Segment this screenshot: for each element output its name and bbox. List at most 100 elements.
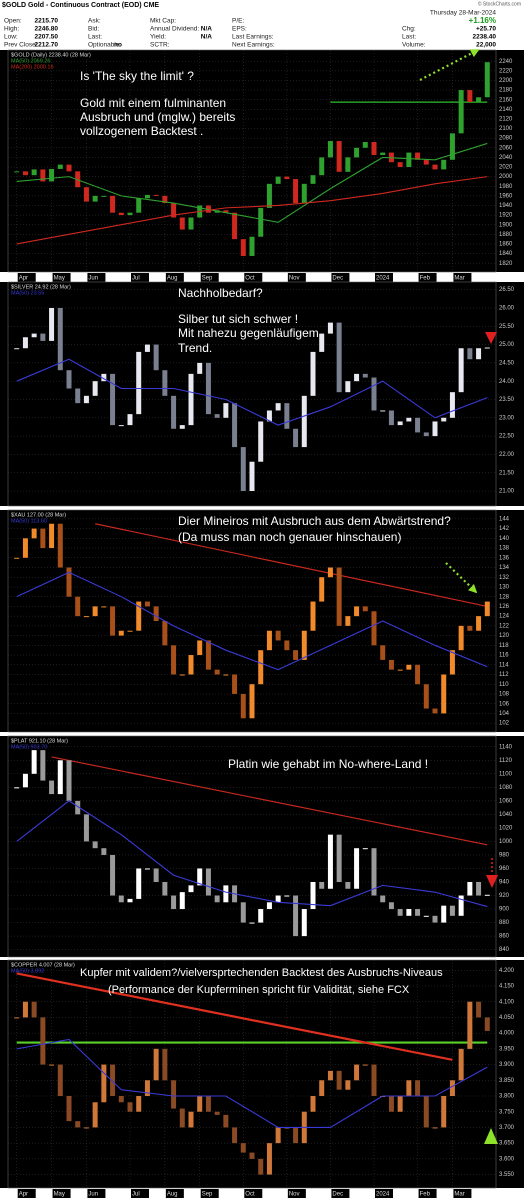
arrow	[484, 1128, 498, 1144]
candle	[432, 421, 438, 437]
candle	[406, 664, 412, 670]
candle	[162, 195, 168, 204]
candle	[66, 370, 72, 389]
y-tick-label: 130	[499, 585, 510, 591]
field-value: 22,000	[476, 42, 496, 49]
y-tick-label: 21.00	[499, 489, 515, 495]
candle	[284, 640, 290, 651]
y-tick-label: 3.650	[499, 1141, 515, 1147]
candle	[232, 674, 238, 694]
y-tick-label: 900	[499, 907, 510, 913]
candle	[136, 351, 142, 415]
candle	[458, 895, 464, 916]
legend-entry: $GOLD (Daily) 2238.40 (28 Mar)	[11, 52, 91, 58]
x-tick-label: Aug	[167, 276, 178, 282]
annotation: Nachholbedarf?	[178, 286, 263, 300]
candle	[354, 1064, 360, 1081]
x-axis-bg	[87, 1189, 106, 1198]
candle	[197, 362, 203, 374]
candle	[449, 392, 455, 418]
y-tick-label: 1000	[499, 839, 513, 845]
candle	[14, 171, 20, 173]
candle	[319, 577, 325, 602]
candle	[266, 183, 272, 208]
candle	[458, 625, 464, 651]
y-tick-label: 980	[499, 853, 510, 859]
y-tick-label: 25.50	[499, 324, 515, 330]
moving-average	[16, 142, 488, 223]
candle	[484, 894, 490, 896]
candle	[110, 854, 116, 896]
candle	[423, 684, 429, 709]
candle	[293, 428, 299, 448]
candle	[336, 834, 342, 882]
annotation: Silber tut sich schwer !	[178, 312, 298, 326]
candle	[406, 909, 412, 916]
candle	[144, 868, 150, 870]
candle	[14, 787, 20, 789]
candle	[301, 909, 307, 937]
field-label: Last:	[88, 34, 102, 41]
annotation: (Da muss man noch genauer hinschauen)	[178, 530, 401, 544]
y-tick-label: 2240	[499, 59, 513, 65]
candle	[57, 164, 63, 169]
y-tick-label: 106	[499, 701, 510, 707]
candle	[40, 750, 46, 781]
moving-average	[16, 176, 488, 245]
y-tick-label: 920	[499, 893, 510, 899]
x-axis-bg	[52, 1189, 71, 1198]
y-tick-label: 1060	[499, 798, 513, 804]
candle	[223, 885, 229, 903]
candle	[293, 179, 299, 204]
field-value: +25.70	[476, 26, 496, 33]
candle	[258, 909, 264, 923]
candle	[310, 351, 316, 396]
header-date: Thursday 28-Mar-2024	[430, 10, 496, 17]
candle	[484, 62, 490, 98]
trend-line	[51, 756, 488, 846]
candle	[118, 630, 124, 636]
x-axis-bg	[287, 1189, 306, 1198]
candle	[397, 162, 403, 168]
y-tick-label: 3.950	[499, 1046, 515, 1052]
legend-entry: $COPPER 4.007 (28 Mar)	[11, 962, 75, 968]
y-tick-label: 1020	[499, 825, 513, 831]
candle	[232, 212, 238, 240]
candle	[214, 669, 220, 675]
y-tick-label: 4.150	[499, 984, 515, 990]
candle	[118, 212, 124, 216]
y-tick-label: 1100	[499, 771, 513, 777]
candle	[188, 655, 194, 675]
x-tick-label: Sep	[202, 276, 213, 282]
plot-frame	[7, 281, 497, 507]
field-label: SCTR:	[150, 42, 170, 49]
candle	[397, 909, 403, 916]
candle	[127, 414, 133, 426]
field-value: N/A	[201, 34, 213, 41]
candle	[484, 347, 490, 349]
candle	[327, 141, 333, 158]
candle	[336, 141, 342, 172]
x-axis-bg	[287, 273, 306, 282]
candle	[153, 1048, 159, 1081]
field-label: EPS:	[232, 26, 247, 33]
y-tick-label: 1860	[499, 242, 513, 248]
candle	[66, 760, 72, 801]
plot-frame	[7, 735, 497, 958]
legend-entry: MA(50) 3.892	[11, 968, 44, 974]
candle	[380, 895, 386, 903]
x-axis-bg	[331, 273, 350, 282]
candle	[127, 1102, 133, 1112]
y-tick-label: 2040	[499, 155, 513, 161]
plot-frame	[7, 959, 497, 1189]
candle	[110, 1064, 116, 1096]
moving-average	[16, 358, 488, 426]
candle	[371, 142, 377, 155]
y-tick-label: 1840	[499, 251, 513, 257]
y-tick-label: 860	[499, 934, 510, 940]
y-tick-label: 136	[499, 555, 510, 561]
y-tick-label: 120	[499, 633, 510, 639]
candle	[118, 1096, 124, 1103]
panel-bg	[0, 960, 524, 1188]
candle	[467, 882, 473, 896]
